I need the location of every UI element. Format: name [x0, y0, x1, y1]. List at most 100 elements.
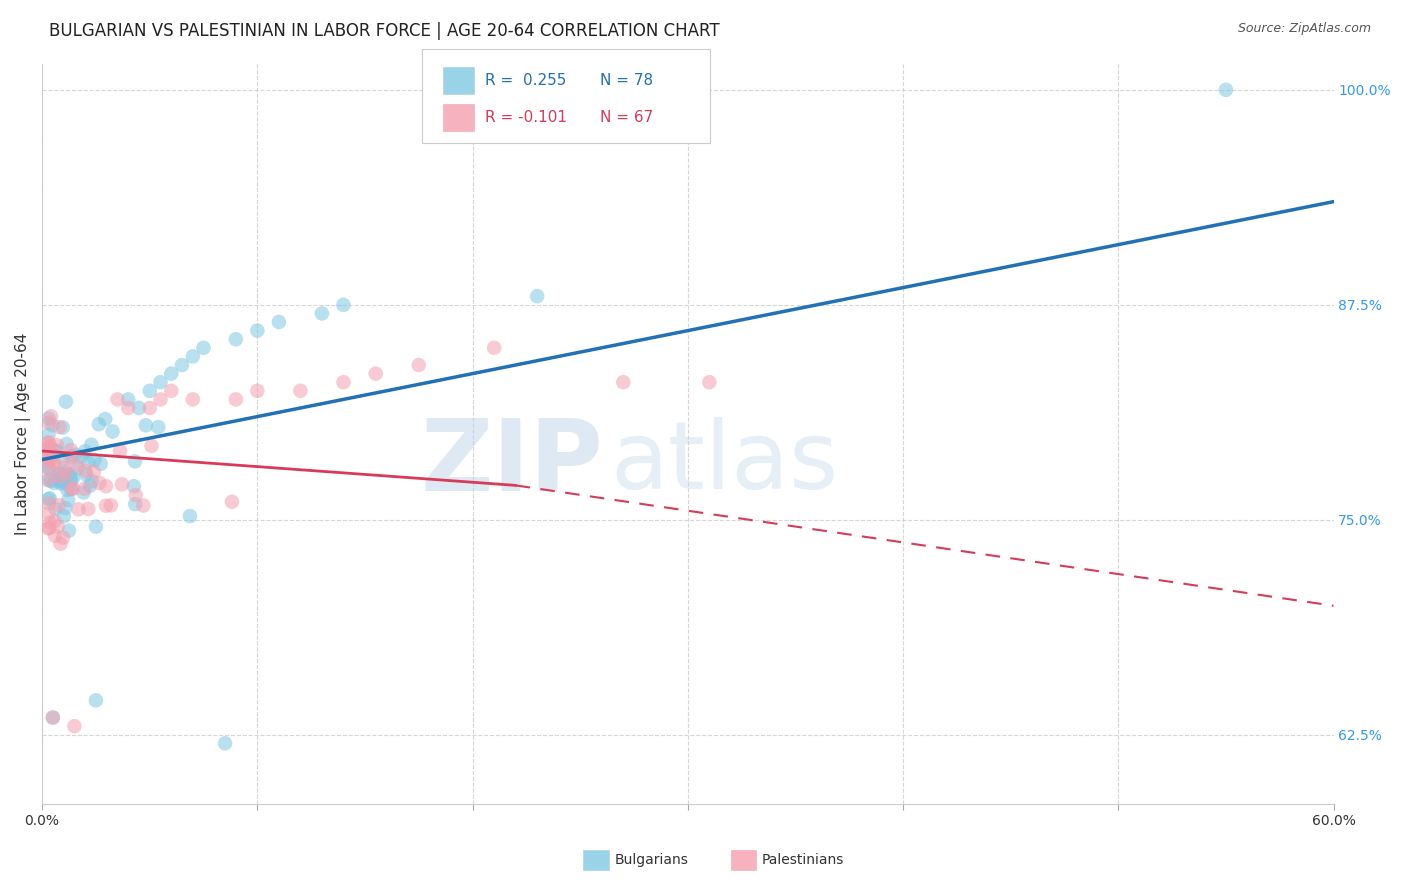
- Point: [84, 519, 107, 533]
- Point: [38, 436, 60, 450]
- Point: [44, 514, 66, 528]
- Text: BULGARIAN VS PALESTINIAN IN LABOR FORCE | AGE 20-64 CORRELATION CHART: BULGARIAN VS PALESTINIAN IN LABOR FORCE …: [49, 22, 720, 40]
- Point: [132, 499, 155, 513]
- Point: [100, 499, 122, 513]
- Point: [94, 412, 117, 426]
- Point: [39, 440, 62, 454]
- Point: [83, 453, 105, 467]
- Point: [38, 491, 60, 506]
- Point: [225, 392, 247, 407]
- Point: [38, 442, 60, 456]
- Point: [59, 482, 82, 496]
- Point: [77, 502, 100, 516]
- Point: [149, 392, 172, 407]
- Point: [49, 537, 72, 551]
- Point: [56, 483, 79, 497]
- Point: [39, 409, 62, 424]
- Point: [52, 531, 75, 545]
- Text: ZIP: ZIP: [420, 415, 603, 512]
- Point: [94, 479, 117, 493]
- Text: Bulgarians: Bulgarians: [614, 853, 689, 867]
- Point: [44, 501, 66, 516]
- Point: [89, 476, 111, 491]
- Point: [49, 467, 72, 481]
- Point: [48, 498, 70, 512]
- Point: [46, 519, 69, 533]
- Point: [38, 427, 60, 442]
- Point: [44, 476, 66, 491]
- Text: Source: ZipAtlas.com: Source: ZipAtlas.com: [1237, 22, 1371, 36]
- Point: [80, 438, 103, 452]
- Point: [59, 470, 82, 484]
- Point: [60, 449, 83, 463]
- Point: [45, 443, 67, 458]
- Point: [138, 401, 160, 415]
- Point: [67, 502, 90, 516]
- Point: [62, 482, 84, 496]
- Point: [108, 443, 131, 458]
- Point: [63, 719, 86, 733]
- Point: [38, 507, 60, 521]
- Point: [66, 458, 89, 473]
- Point: [44, 529, 66, 543]
- Point: [48, 420, 70, 434]
- Point: [75, 467, 97, 482]
- Point: [48, 467, 70, 481]
- Text: N = 67: N = 67: [600, 111, 654, 125]
- Point: [44, 456, 66, 470]
- Point: [111, 477, 134, 491]
- Point: [221, 495, 243, 509]
- Point: [38, 416, 60, 430]
- Point: [45, 438, 67, 452]
- Point: [59, 442, 82, 457]
- Point: [55, 465, 77, 479]
- Point: [55, 437, 77, 451]
- Point: [101, 425, 124, 439]
- Point: [38, 496, 60, 510]
- Point: [55, 467, 77, 482]
- Text: Palestinians: Palestinians: [762, 853, 845, 867]
- Point: [73, 444, 96, 458]
- Point: [38, 461, 60, 475]
- Point: [52, 420, 75, 434]
- Text: N = 78: N = 78: [600, 73, 654, 87]
- Point: [179, 509, 201, 524]
- Point: [66, 461, 89, 475]
- Point: [364, 367, 387, 381]
- Point: [87, 417, 110, 432]
- Text: atlas: atlas: [610, 417, 838, 509]
- Y-axis label: In Labor Force | Age 20-64: In Labor Force | Age 20-64: [15, 333, 31, 535]
- Point: [482, 341, 505, 355]
- Point: [332, 298, 354, 312]
- Point: [52, 509, 75, 524]
- Point: [38, 521, 60, 535]
- Point: [117, 401, 139, 415]
- Point: [526, 289, 548, 303]
- Point: [62, 471, 84, 485]
- Point: [38, 492, 60, 507]
- Point: [38, 439, 60, 453]
- Point: [38, 443, 60, 458]
- Point: [246, 384, 269, 398]
- Point: [122, 479, 145, 493]
- Point: [181, 350, 204, 364]
- Point: [38, 451, 60, 466]
- Point: [58, 467, 80, 482]
- Point: [311, 306, 333, 320]
- Point: [38, 473, 60, 487]
- Point: [38, 474, 60, 488]
- Point: [160, 367, 183, 381]
- Point: [1215, 83, 1237, 97]
- Point: [408, 358, 430, 372]
- Point: [612, 375, 634, 389]
- Point: [58, 493, 80, 508]
- Point: [52, 460, 75, 475]
- Point: [55, 394, 77, 409]
- Point: [148, 420, 170, 434]
- Point: [160, 384, 183, 398]
- Point: [83, 465, 105, 479]
- Point: [73, 482, 96, 496]
- Point: [124, 454, 146, 468]
- Point: [59, 474, 82, 488]
- Point: [124, 497, 146, 511]
